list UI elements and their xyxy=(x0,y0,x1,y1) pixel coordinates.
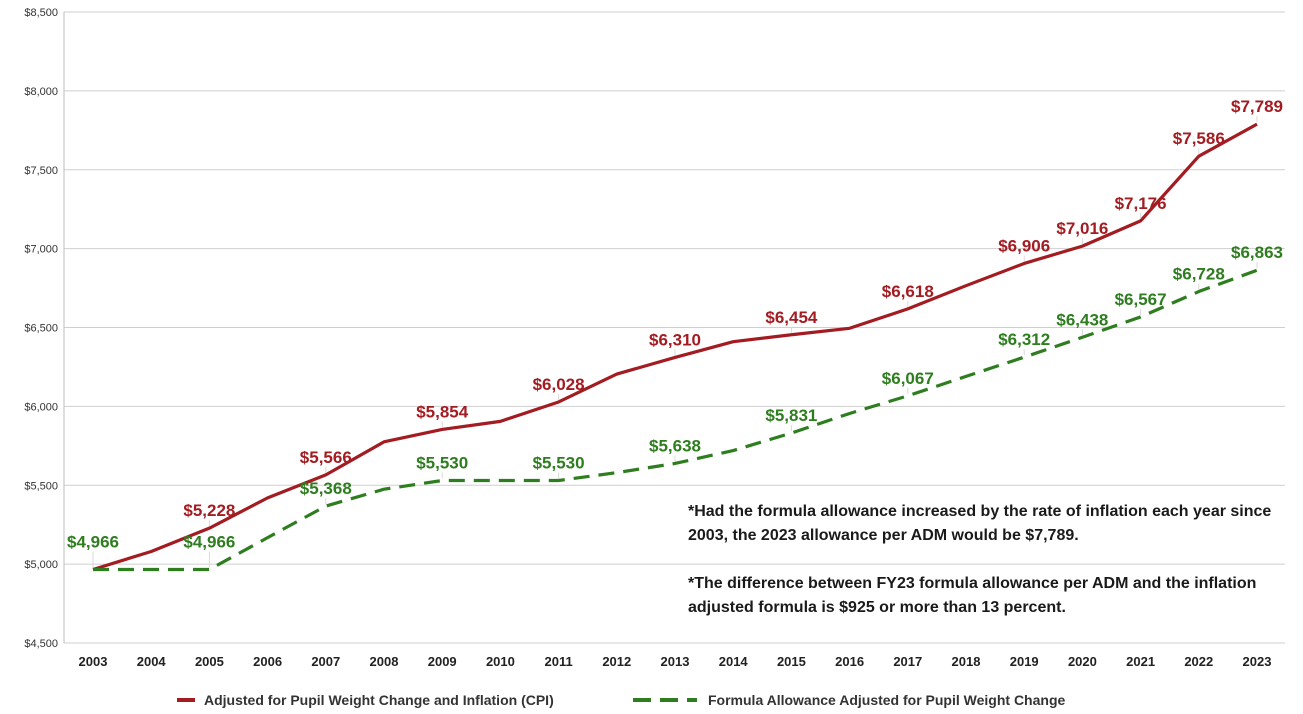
data-label: $7,016 xyxy=(1056,219,1108,238)
y-tick-label: $6,500 xyxy=(24,323,58,335)
data-label: $6,863 xyxy=(1231,243,1283,262)
x-tick-label: 2004 xyxy=(137,654,167,669)
data-label: $6,067 xyxy=(882,369,934,388)
x-tick-label: 2008 xyxy=(370,654,399,669)
y-tick-label: $6,000 xyxy=(24,401,58,413)
y-tick-label: $8,000 xyxy=(24,86,58,98)
legend-swatch-cpi xyxy=(177,698,195,702)
legend-label-formula: Formula Allowance Adjusted for Pupil Wei… xyxy=(708,692,1066,708)
x-tick-label: 2003 xyxy=(79,654,108,669)
data-label: $5,638 xyxy=(649,436,701,455)
y-tick-label: $8,500 xyxy=(24,7,58,19)
data-label: $6,454 xyxy=(765,308,818,327)
data-label: $6,028 xyxy=(533,375,585,394)
series-line-formula xyxy=(93,268,1258,572)
data-label: $6,567 xyxy=(1115,290,1167,309)
x-tick-label: 2023 xyxy=(1243,654,1272,669)
data-label: $4,966 xyxy=(183,532,235,551)
x-tick-label: 2007 xyxy=(311,654,340,669)
data-label: $4,966 xyxy=(67,532,119,551)
x-tick-label: 2011 xyxy=(544,654,572,669)
data-label: $5,228 xyxy=(183,501,235,520)
x-tick-label: 2009 xyxy=(428,654,457,669)
data-label: $5,831 xyxy=(765,406,817,425)
legend-swatch-formula xyxy=(633,698,697,702)
x-tick-label: 2016 xyxy=(835,654,864,669)
x-tick-label: 2020 xyxy=(1068,654,1097,669)
legend: Adjusted for Pupil Weight Change and Inf… xyxy=(0,692,1303,714)
data-label: $5,530 xyxy=(416,454,468,473)
data-label: $5,530 xyxy=(533,454,585,473)
data-label: $7,789 xyxy=(1231,97,1283,116)
x-tick-label: 2017 xyxy=(893,654,922,669)
x-tick-label: 2013 xyxy=(661,654,690,669)
x-tick-label: 2021 xyxy=(1126,654,1155,669)
x-tick-label: 2018 xyxy=(952,654,981,669)
data-label: $6,618 xyxy=(882,282,934,301)
data-label: $5,368 xyxy=(300,479,352,498)
x-tick-label: 2006 xyxy=(253,654,282,669)
annotation-difference-note: *The difference between FY23 formula all… xyxy=(688,575,1257,616)
y-tick-label: $5,000 xyxy=(24,559,58,571)
annotation-inflation-note: *Had the formula allowance increased by … xyxy=(688,503,1272,544)
data-label: $6,906 xyxy=(998,236,1050,255)
legend-item-formula: Formula Allowance Adjusted for Pupil Wei… xyxy=(632,692,1065,708)
data-label: $5,854 xyxy=(416,402,469,421)
x-tick-label: 2022 xyxy=(1184,654,1213,669)
data-label: $7,586 xyxy=(1173,129,1225,148)
x-tick-label: 2005 xyxy=(195,654,224,669)
legend-label-cpi: Adjusted for Pupil Weight Change and Inf… xyxy=(204,692,554,708)
y-tick-label: $7,000 xyxy=(24,244,58,256)
x-tick-label: 2014 xyxy=(719,654,749,669)
x-tick-label: 2012 xyxy=(602,654,631,669)
x-tick-label: 2010 xyxy=(486,654,515,669)
data-label: $6,728 xyxy=(1173,265,1225,284)
x-tick-label: 2019 xyxy=(1010,654,1039,669)
data-label: $5,566 xyxy=(300,448,352,467)
data-label: $6,310 xyxy=(649,330,701,349)
data-label: $6,438 xyxy=(1056,310,1108,329)
y-tick-label: $5,500 xyxy=(24,480,58,492)
data-label: $6,312 xyxy=(998,330,1050,349)
data-label: $7,176 xyxy=(1115,194,1167,213)
y-tick-label: $7,500 xyxy=(24,165,58,177)
y-tick-label: $4,500 xyxy=(24,638,58,650)
series-line-cpi xyxy=(92,122,1258,572)
x-tick-label: 2015 xyxy=(777,654,806,669)
legend-item-cpi: Adjusted for Pupil Weight Change and Inf… xyxy=(176,692,554,708)
